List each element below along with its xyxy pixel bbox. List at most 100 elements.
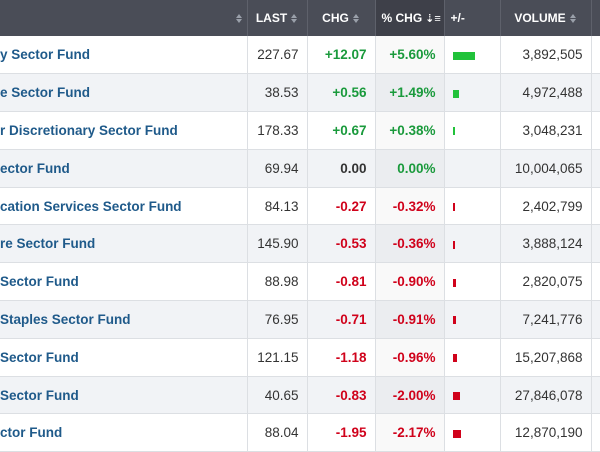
- percent-change: -0.32%: [375, 187, 445, 225]
- sort-icon[interactable]: [235, 14, 243, 24]
- column-header-pct-chg[interactable]: % CHG ⇣≡: [375, 0, 445, 36]
- volume: 3,048,231: [500, 111, 592, 150]
- price-change: -1.95: [307, 413, 376, 452]
- fund-name-link[interactable]: Sector Fund: [0, 338, 248, 377]
- last-price: 40.65: [247, 376, 308, 414]
- fund-name[interactable]: ector Fund: [0, 160, 70, 176]
- table-body: y Sector Fund 227.67 +12.07 +5.60% 3,892…: [0, 36, 600, 452]
- column-header-plus-minus[interactable]: +/-: [444, 0, 501, 36]
- price-change: -0.81: [307, 262, 376, 301]
- change-bar-cell: [444, 413, 501, 452]
- volume: 3,888,124: [500, 224, 592, 263]
- price-change: -0.83: [307, 376, 376, 414]
- column-header-chg[interactable]: CHG: [307, 0, 376, 36]
- column-header-volume[interactable]: VOLUME: [500, 0, 592, 36]
- change-bar: [452, 89, 459, 98]
- table-row[interactable]: r Discretionary Sector Fund 178.33 +0.67…: [0, 111, 600, 150]
- fund-name-link[interactable]: cation Services Sector Fund: [0, 187, 248, 225]
- row-extra-cell: [591, 224, 600, 263]
- percent-change: -2.17%: [375, 413, 445, 452]
- percent-change: -0.96%: [375, 338, 445, 377]
- change-bar-cell: [444, 262, 501, 301]
- fund-name[interactable]: cation Services Sector Fund: [0, 198, 182, 214]
- change-bar-cell: [444, 376, 501, 414]
- fund-name-link[interactable]: Sector Fund: [0, 262, 248, 301]
- fund-name-link[interactable]: e Sector Fund: [0, 73, 248, 112]
- table-row[interactable]: ctor Fund 88.04 -1.95 -2.17% 12,870,190: [0, 413, 600, 452]
- table-row[interactable]: re Sector Fund 145.90 -0.53 -0.36% 3,888…: [0, 224, 600, 263]
- price-change: -0.27: [307, 187, 376, 225]
- sort-icon[interactable]: [352, 14, 360, 24]
- price-change: 0.00: [307, 149, 376, 188]
- change-bar: [452, 203, 455, 212]
- table-row[interactable]: Sector Fund 88.98 -0.81 -0.90% 2,820,075: [0, 262, 600, 301]
- fund-name-link[interactable]: Staples Sector Fund: [0, 300, 248, 339]
- fund-name-link[interactable]: re Sector Fund: [0, 224, 248, 263]
- change-bar: [452, 51, 475, 60]
- table-row[interactable]: e Sector Fund 38.53 +0.56 +1.49% 4,972,4…: [0, 73, 600, 112]
- percent-change: +5.60%: [375, 36, 445, 74]
- fund-name[interactable]: r Discretionary Sector Fund: [0, 122, 178, 138]
- table-row[interactable]: Sector Fund 40.65 -0.83 -2.00% 27,846,07…: [0, 376, 600, 414]
- change-bar-cell: [444, 149, 501, 188]
- change-bar-cell: [444, 111, 501, 150]
- sort-icon[interactable]: [291, 14, 298, 24]
- last-price: 178.33: [247, 111, 308, 150]
- last-price: 38.53: [247, 73, 308, 112]
- last-price: 88.98: [247, 262, 308, 301]
- row-extra-cell: [591, 413, 600, 452]
- row-extra-cell: [591, 376, 600, 414]
- column-header-last[interactable]: LAST: [247, 0, 308, 36]
- fund-name[interactable]: Staples Sector Fund: [0, 311, 131, 327]
- table-row[interactable]: Sector Fund 121.15 -1.18 -0.96% 15,207,8…: [0, 338, 600, 377]
- price-change: -0.71: [307, 300, 376, 339]
- fund-name-link[interactable]: ctor Fund: [0, 413, 248, 452]
- table-row[interactable]: y Sector Fund 227.67 +12.07 +5.60% 3,892…: [0, 36, 600, 74]
- volume: 2,820,075: [500, 262, 592, 301]
- price-change: +0.67: [307, 111, 376, 150]
- percent-change: +0.38%: [375, 111, 445, 150]
- column-header-chg-label: CHG: [322, 11, 349, 25]
- fund-name[interactable]: e Sector Fund: [0, 85, 91, 101]
- column-header-name[interactable]: [0, 0, 248, 36]
- percent-change: 0.00%: [375, 149, 445, 188]
- fund-name[interactable]: Sector Fund: [0, 274, 79, 290]
- percent-change: -0.91%: [375, 300, 445, 339]
- volume: 3,892,505: [500, 36, 592, 74]
- change-bar: [452, 278, 456, 287]
- fund-name-link[interactable]: Sector Fund: [0, 376, 248, 414]
- row-extra-cell: [591, 187, 600, 225]
- volume: 27,846,078: [500, 376, 592, 414]
- column-header-volume-label: VOLUME: [514, 11, 566, 25]
- change-bar: [452, 240, 455, 249]
- column-header-extra[interactable]: [591, 0, 600, 36]
- last-price: 76.95: [247, 300, 308, 339]
- price-change: +12.07: [307, 36, 376, 74]
- row-extra-cell: [591, 111, 600, 150]
- change-bar: [452, 354, 457, 363]
- change-bar-cell: [444, 36, 501, 74]
- table-row[interactable]: cation Services Sector Fund 84.13 -0.27 …: [0, 187, 600, 225]
- fund-name-link[interactable]: ector Fund: [0, 149, 248, 188]
- fund-name[interactable]: ctor Fund: [0, 425, 63, 441]
- table-row[interactable]: Staples Sector Fund 76.95 -0.71 -0.91% 7…: [0, 300, 600, 339]
- fund-name[interactable]: Sector Fund: [0, 387, 79, 403]
- table-row[interactable]: ector Fund 69.94 0.00 0.00% 10,004,065: [0, 149, 600, 188]
- fund-name[interactable]: Sector Fund: [0, 349, 79, 365]
- sort-icon[interactable]: [569, 14, 577, 24]
- sort-desc-icon[interactable]: ⇣≡: [425, 13, 441, 26]
- column-header-last-label: LAST: [255, 11, 288, 25]
- fund-name-link[interactable]: y Sector Fund: [0, 36, 248, 74]
- volume: 15,207,868: [500, 338, 592, 377]
- row-extra-cell: [591, 73, 600, 112]
- change-bar: [452, 429, 461, 438]
- fund-name[interactable]: re Sector Fund: [0, 236, 96, 252]
- column-header-plus-minus-label: +/-: [450, 11, 465, 25]
- price-change: -0.53: [307, 224, 376, 263]
- price-change: +0.56: [307, 73, 376, 112]
- last-price: 84.13: [247, 187, 308, 225]
- fund-name-link[interactable]: r Discretionary Sector Fund: [0, 111, 248, 150]
- row-extra-cell: [591, 338, 600, 377]
- fund-name[interactable]: y Sector Fund: [0, 47, 91, 63]
- change-bar-cell: [444, 224, 501, 263]
